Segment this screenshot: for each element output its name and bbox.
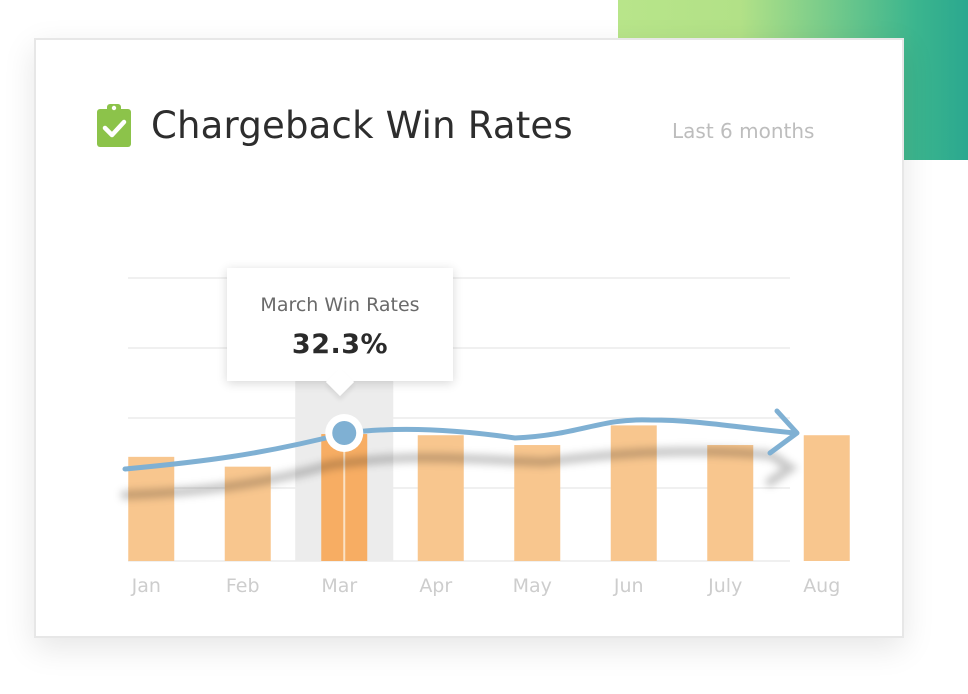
- x-tick-label: Apr: [419, 575, 452, 597]
- x-tick-label: Jan: [131, 575, 161, 597]
- trend-line: [122, 417, 798, 472]
- x-tick-label: Aug: [803, 575, 840, 597]
- x-tick-label: May: [513, 575, 552, 597]
- bar-july: [707, 445, 754, 561]
- x-tick-label: Jun: [613, 575, 644, 597]
- x-tick-label: July: [707, 575, 742, 597]
- clipboard-check-icon: [97, 104, 131, 147]
- tooltip: March Win Rates 32.3%: [227, 268, 453, 381]
- tooltip-value: 32.3%: [291, 329, 389, 360]
- bar-jan: [128, 456, 175, 561]
- x-tick-label: Mar: [321, 575, 357, 597]
- chart-card: Chargeback Win Rates Last 6 months: [34, 38, 904, 638]
- trend-arrow-head: [767, 408, 800, 456]
- chart-title: Chargeback Win Rates: [151, 104, 573, 147]
- highlight-point: [332, 421, 357, 445]
- bar-jun: [610, 425, 657, 561]
- x-tick-label: Feb: [226, 575, 260, 597]
- bar-aug: [803, 435, 850, 561]
- tooltip-label: March Win Rates: [260, 294, 420, 316]
- period-label: Last 6 months: [672, 119, 815, 143]
